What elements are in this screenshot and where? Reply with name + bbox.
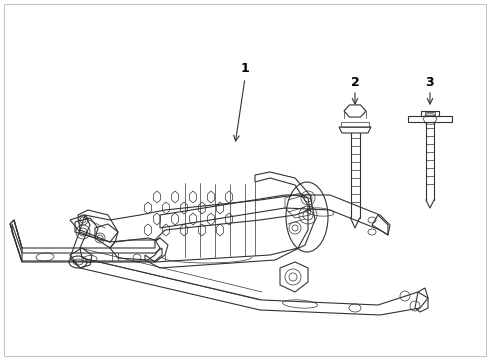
Text: 2: 2 (351, 76, 359, 89)
Text: 1: 1 (241, 62, 249, 75)
Text: 3: 3 (426, 76, 434, 89)
